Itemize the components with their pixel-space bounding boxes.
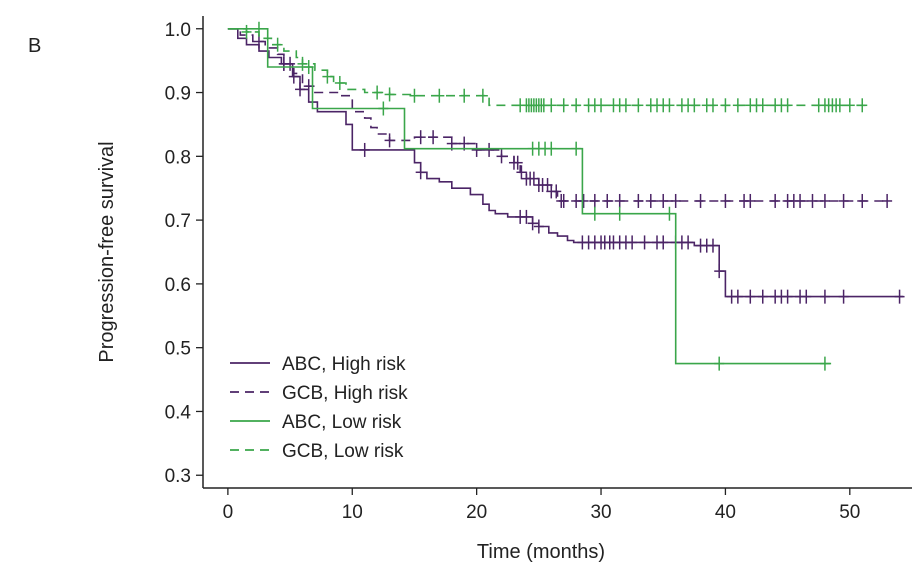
y-tick-label-6: 0.4 bbox=[165, 402, 192, 423]
series-2 bbox=[227, 21, 832, 371]
series-line-3 bbox=[227, 28, 869, 107]
series-line-1 bbox=[227, 28, 888, 202]
series-layer bbox=[227, 21, 905, 371]
y-tick-label-1: 0.9 bbox=[165, 84, 191, 105]
series-line-2 bbox=[227, 28, 832, 365]
legend-label-2: ABC, Low risk bbox=[282, 412, 402, 433]
legend-label-1: GCB, High risk bbox=[282, 383, 408, 404]
x-tick-label-4: 40 bbox=[715, 502, 736, 523]
series-1 bbox=[227, 28, 893, 208]
x-tick-label-2: 20 bbox=[466, 502, 487, 523]
legend: ABC, High risk GCB, High risk ABC, Low ris… bbox=[230, 354, 408, 462]
y-axis-label: Progression-free survival bbox=[96, 141, 118, 362]
x-tick-label-3: 30 bbox=[590, 502, 611, 523]
y-tick-label-7: 0.3 bbox=[165, 466, 191, 487]
series-0 bbox=[227, 28, 905, 304]
y-ticks: 1.0 0.9 0.8 0.7 0.6 0.5 0.4 0.3 bbox=[165, 20, 203, 487]
legend-label-3: GCB, Low risk bbox=[282, 441, 404, 462]
x-ticks: 0 10 20 30 40 50 bbox=[223, 488, 860, 523]
series-3 bbox=[227, 24, 869, 113]
y-tick-label-5: 0.5 bbox=[165, 339, 191, 360]
y-tick-label-4: 0.6 bbox=[165, 275, 191, 296]
series-line-0 bbox=[227, 28, 904, 298]
legend-label-0: ABC, High risk bbox=[282, 354, 406, 375]
x-tick-label-5: 50 bbox=[839, 502, 860, 523]
x-tick-label-0: 0 bbox=[223, 502, 234, 523]
x-tick-label-1: 10 bbox=[342, 502, 363, 523]
x-axis-label: Time (months) bbox=[477, 541, 605, 563]
panel-label: B bbox=[28, 35, 41, 57]
y-tick-label-3: 0.7 bbox=[165, 211, 191, 232]
y-tick-label-2: 0.8 bbox=[165, 147, 191, 168]
y-tick-label-0: 1.0 bbox=[165, 20, 191, 41]
